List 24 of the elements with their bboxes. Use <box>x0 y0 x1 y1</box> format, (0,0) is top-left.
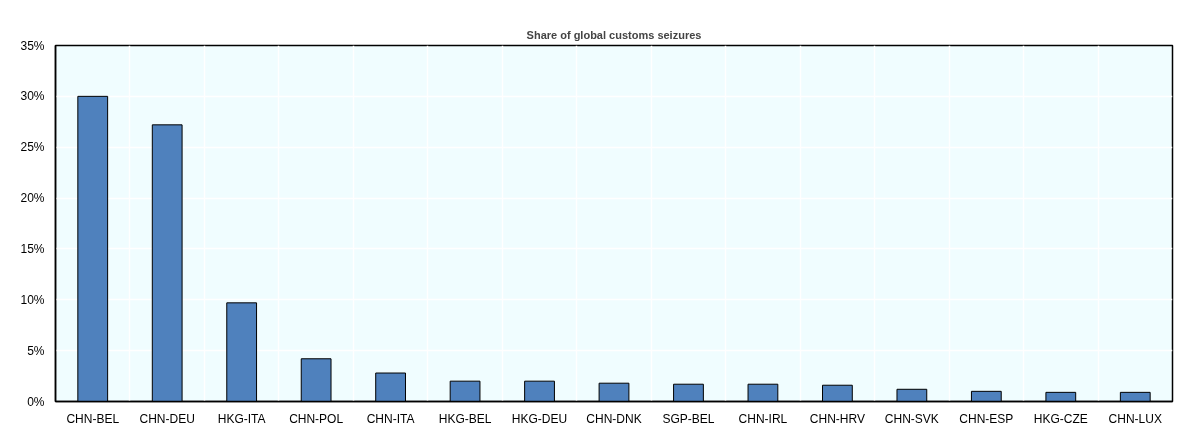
x-tick-label: CHN-IRL <box>738 411 788 426</box>
x-tick-label: CHN-ESP <box>959 411 1014 426</box>
x-tick-label: CHN-DNK <box>586 411 642 426</box>
y-tick-label: 35% <box>20 38 45 53</box>
y-tick-label: 25% <box>20 140 45 155</box>
chart-title: Share of global customs seizures <box>526 28 702 41</box>
x-tick-label: CHN-HRV <box>809 411 865 426</box>
y-tick-label: 30% <box>20 89 45 104</box>
x-tick-label: HKG-BEL <box>438 411 492 426</box>
x-tick-label: HKG-CZE <box>1033 411 1088 426</box>
y-tick-label: 15% <box>20 241 45 256</box>
x-tick-label: CHN-ITA <box>366 411 415 426</box>
y-tick-label: 10% <box>20 292 45 307</box>
x-tick-label: HKG-DEU <box>511 411 568 426</box>
x-tick-label: HKG-ITA <box>217 411 266 426</box>
x-tick-label: CHN-LUX <box>1108 411 1162 426</box>
x-tick-label: SGP-BEL <box>662 411 715 426</box>
y-tick-label: 0% <box>27 394 45 409</box>
y-tick-label: 5% <box>27 343 45 358</box>
x-tick-label: CHN-SVK <box>884 411 939 426</box>
x-tick-label: CHN-BEL <box>66 411 120 426</box>
y-tick-label: 20% <box>20 191 45 206</box>
x-tick-label: CHN-POL <box>289 411 344 426</box>
x-tick-label: CHN-DEU <box>139 411 195 426</box>
